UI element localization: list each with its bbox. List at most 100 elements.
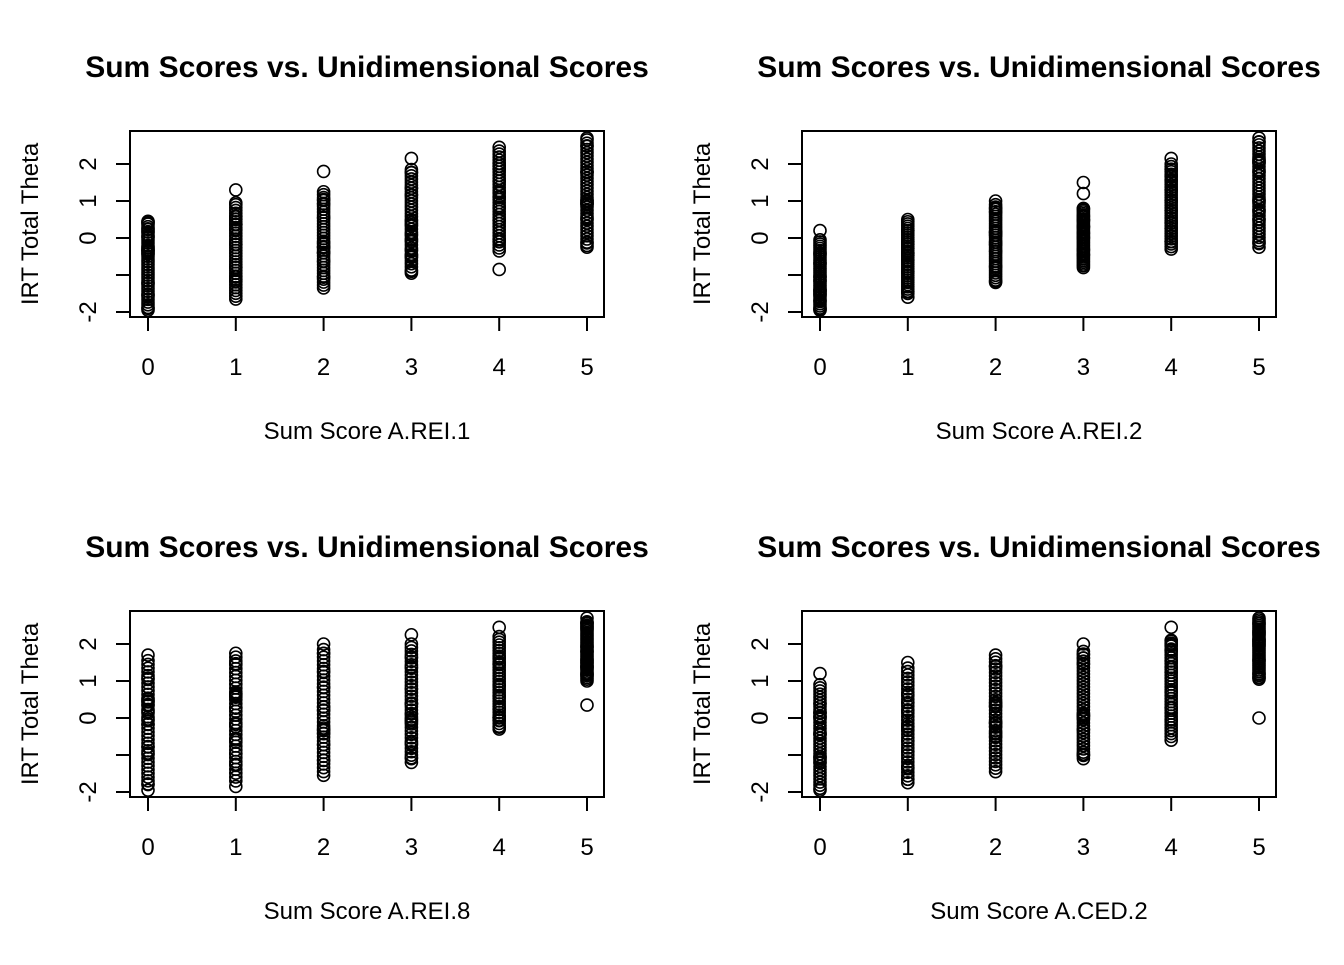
scatter-point <box>404 731 419 745</box>
x-tick-label: 5 <box>580 354 593 381</box>
y-axis-label: IRT Total Theta <box>689 142 716 305</box>
scatter-point <box>1076 703 1091 717</box>
scatter-point <box>1252 203 1266 218</box>
scatter-point <box>1076 751 1091 766</box>
scatter-point <box>492 702 507 716</box>
x-tick-label: 3 <box>1077 354 1090 381</box>
scatter-point <box>141 671 155 685</box>
scatter-point <box>1164 193 1179 208</box>
scatter-point <box>988 695 1003 710</box>
scatter-point <box>141 288 155 302</box>
scatter-point <box>988 655 1003 670</box>
scatter-point <box>316 703 331 717</box>
scatter-point <box>813 755 827 769</box>
x-tick-label: 1 <box>229 354 242 381</box>
scatter-panel-1: Sum Scores vs. Unidimensional Scores 0 1 2 3… <box>17 51 649 445</box>
y-axis-label: IRT Total Theta <box>17 142 44 305</box>
scatter-point <box>813 288 827 302</box>
scatter-point <box>1076 677 1091 691</box>
scatter-point <box>901 737 915 752</box>
scatter-point <box>580 644 594 659</box>
scatter-point <box>404 755 419 770</box>
scatter-point <box>813 783 827 797</box>
scatter-point <box>813 283 827 298</box>
scatter-point <box>1252 611 1266 625</box>
x-tick-label: 5 <box>1252 834 1265 861</box>
scatter-point <box>813 666 827 681</box>
scatter-point <box>404 181 419 196</box>
scatter-point <box>580 621 594 636</box>
scatter-point <box>1076 670 1091 685</box>
scatter-point <box>988 679 1003 693</box>
chart-title: Sum Scores vs. Unidimensional Scores <box>757 531 1321 564</box>
scatter-point <box>404 660 419 674</box>
x-tick-label: 4 <box>493 834 506 861</box>
scatter-point <box>316 270 331 285</box>
scatter-point <box>404 227 419 241</box>
scatter-point <box>1164 234 1179 249</box>
y-tick-label: 2 <box>747 637 774 650</box>
scatter-point <box>141 657 155 672</box>
scatter-point <box>492 140 507 155</box>
scatter-point <box>141 783 155 797</box>
scatter-point <box>901 678 915 693</box>
scatter-point <box>404 707 419 721</box>
scatter-point <box>1252 131 1266 145</box>
scatter-point <box>1076 656 1091 671</box>
scatter-point <box>1252 670 1266 685</box>
scatter-point <box>404 217 419 232</box>
x-tick-label: 2 <box>989 834 1002 861</box>
scatter-point <box>1252 235 1266 250</box>
scatter-point <box>316 680 331 695</box>
x-tick-label: 3 <box>1077 834 1090 861</box>
y-tick-label: 2 <box>75 157 102 170</box>
x-tick-label: 5 <box>1252 354 1265 381</box>
scatter-point <box>1164 733 1179 748</box>
scatter-point <box>988 274 1003 289</box>
scatter-point <box>316 642 331 657</box>
scatter-point <box>141 247 155 261</box>
scatter-point <box>580 139 594 153</box>
scatter-point <box>988 734 1003 748</box>
scatter-point <box>901 768 915 783</box>
scatter-panel-2: Sum Scores vs. Unidimensional Scores 0 1 2 3… <box>689 51 1321 445</box>
scatter-point <box>988 715 1003 730</box>
scatter-point <box>229 746 243 761</box>
y-tick-label: -2 <box>75 781 102 802</box>
scatter-point <box>901 727 915 741</box>
x-axis-label: Sum Score A.REI.8 <box>264 898 471 925</box>
scatter-point <box>492 185 507 199</box>
scatter-point <box>1076 716 1091 730</box>
scatter-point <box>901 755 915 769</box>
scatter-point <box>141 717 155 731</box>
scatter-point <box>901 704 915 718</box>
plot-frame <box>129 130 605 318</box>
scatter-point <box>229 779 243 794</box>
scatter-point <box>404 741 419 756</box>
scatter-point <box>316 650 331 664</box>
scatter-point <box>1164 173 1179 188</box>
scatter-point <box>1252 653 1266 668</box>
y-tick-label: 1 <box>747 194 774 207</box>
scatter-point <box>1164 221 1179 236</box>
scatter-point <box>492 629 507 644</box>
scatter-point <box>1076 226 1091 240</box>
scatter-point <box>1076 711 1091 725</box>
scatter-point <box>1076 209 1091 224</box>
scatter-point <box>988 675 1003 690</box>
scatter-point <box>580 611 594 625</box>
scatter-point <box>404 675 419 690</box>
scatter-point <box>141 229 155 244</box>
scatter-point <box>580 698 594 712</box>
scatter-point <box>1076 647 1091 661</box>
scatter-point <box>1164 684 1179 699</box>
plot-frame <box>801 610 1277 798</box>
scatter-point <box>1252 192 1266 207</box>
scatter-point <box>988 751 1003 765</box>
scatter-point <box>229 650 243 664</box>
y-tick-label: 0 <box>747 711 774 724</box>
scatter-point <box>141 301 155 316</box>
scatter-point <box>1076 186 1091 201</box>
scatter-point <box>229 686 243 701</box>
